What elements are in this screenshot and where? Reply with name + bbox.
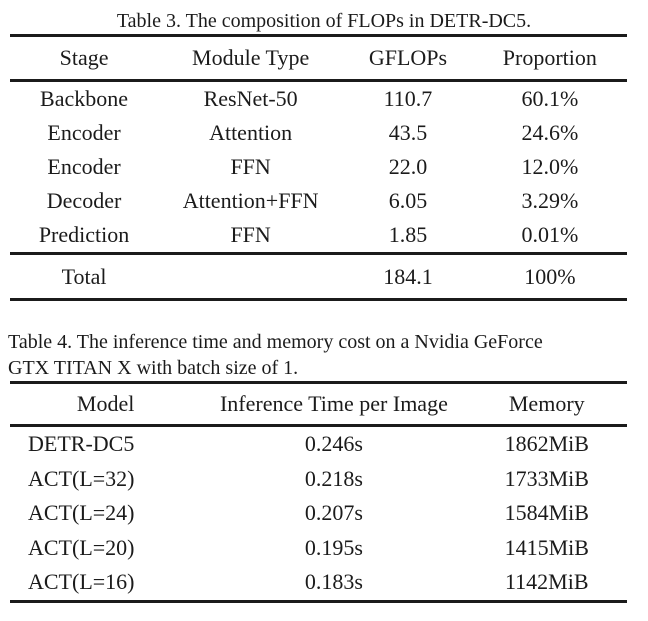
table4-bottom-rule bbox=[10, 599, 627, 603]
table-cell: ACT(L=16) bbox=[28, 569, 135, 594]
table-cell: 0.246s bbox=[304, 431, 363, 456]
table-row: Encoder Attention 43.5 24.6% bbox=[10, 116, 627, 150]
table-row: ACT(L=16) 0.183s 1142MiB bbox=[10, 565, 627, 600]
table4-top-rule bbox=[10, 381, 627, 384]
table4-header-inference-time: Inference Time per Image bbox=[219, 391, 448, 416]
table-cell: FFN bbox=[230, 222, 271, 247]
table4: Model Inference Time per Image Memory DE… bbox=[10, 381, 627, 603]
table-cell: 1733MiB bbox=[504, 465, 589, 491]
table-row: DETR-DC5 0.246s 1862MiB bbox=[10, 427, 627, 462]
table3-top-rule bbox=[10, 34, 627, 37]
table-row: Decoder Attention+FFN 6.05 3.29% bbox=[10, 184, 627, 218]
table4-header-memory: Memory bbox=[508, 391, 585, 416]
table4-caption-line2: GTX TITAN X with batch size of 1. bbox=[8, 357, 299, 379]
table3-header-row: Stage Module Type GFLOPs Proportion bbox=[10, 37, 627, 79]
table-cell: 60.1% bbox=[521, 86, 579, 111]
table-row: Encoder FFN 22.0 12.0% bbox=[10, 150, 627, 184]
table-cell: Prediction bbox=[38, 222, 130, 247]
table-cell: 3.29% bbox=[521, 188, 579, 213]
table-cell: 12.0% bbox=[521, 154, 579, 179]
table-cell: 110.7 bbox=[383, 86, 433, 111]
table-cell: 0.218s bbox=[304, 465, 363, 491]
table3-total-rule bbox=[10, 252, 627, 255]
table-cell: 100% bbox=[524, 264, 576, 289]
table-row: ACT(L=20) 0.195s 1415MiB bbox=[10, 531, 627, 566]
table-cell: 1415MiB bbox=[504, 534, 589, 560]
table-cell: ACT(L=24) bbox=[28, 500, 135, 525]
table-cell: DETR-DC5 bbox=[28, 431, 135, 456]
table-cell: 0.183s bbox=[304, 569, 363, 594]
table3: Stage Module Type GFLOPs Proportion Back… bbox=[10, 34, 627, 301]
table3-header-proportion: Proportion bbox=[502, 45, 597, 70]
table-cell: 0.207s bbox=[304, 500, 363, 525]
table3-caption: Table 3. The composition of FLOPs in DET… bbox=[116, 10, 532, 32]
table3-header-module-type: Module Type bbox=[192, 45, 310, 70]
table-cell: Backbone bbox=[40, 86, 129, 111]
table-cell: Encoder bbox=[47, 154, 121, 179]
table-cell: ACT(L=20) bbox=[28, 534, 135, 560]
table-cell bbox=[158, 255, 343, 298]
table-row: ACT(L=32) 0.218s 1733MiB bbox=[10, 462, 627, 497]
table4-header-row: Model Inference Time per Image Memory bbox=[10, 384, 627, 424]
table3-header-gflops: GFLOPs bbox=[368, 45, 448, 70]
table-row: Prediction FFN 1.85 0.01% bbox=[10, 218, 627, 252]
table-cell: Total bbox=[61, 264, 107, 289]
table-row: ACT(L=24) 0.207s 1584MiB bbox=[10, 496, 627, 531]
table-cell: ResNet-50 bbox=[203, 86, 298, 111]
table3-bottom-rule bbox=[10, 298, 627, 301]
table3-header-stage: Stage bbox=[59, 45, 109, 70]
table-cell: 43.5 bbox=[388, 120, 428, 145]
table3-header-rule bbox=[10, 79, 627, 82]
table-cell: 1.85 bbox=[388, 222, 428, 247]
table-cell: 184.1 bbox=[383, 264, 433, 289]
table-cell: Encoder bbox=[47, 120, 121, 145]
table-cell: Attention+FFN bbox=[182, 188, 319, 213]
table-cell: Decoder bbox=[46, 188, 122, 213]
table-cell: 24.6% bbox=[521, 120, 579, 145]
table-cell: ACT(L=32) bbox=[28, 465, 135, 491]
table-row: Backbone ResNet-50 110.7 60.1% bbox=[10, 82, 627, 116]
table-cell: FFN bbox=[230, 154, 271, 179]
table-cell: 1584MiB bbox=[504, 500, 589, 525]
table-cell: 1142MiB bbox=[505, 569, 589, 594]
table4-caption-line1: Table 4. The inference time and memory c… bbox=[8, 331, 543, 353]
table4-caption: Table 4. The inference time and memory c… bbox=[0, 329, 648, 381]
table-cell: 0.195s bbox=[304, 534, 363, 560]
table3-total-row: Total 184.1 100% bbox=[10, 255, 627, 298]
table-cell: Attention bbox=[209, 120, 293, 145]
table4-header-rule bbox=[10, 424, 627, 427]
table-cell: 0.01% bbox=[521, 222, 579, 247]
table-cell: 22.0 bbox=[388, 154, 428, 179]
table4-header-model: Model bbox=[76, 391, 135, 416]
table-cell: 6.05 bbox=[388, 188, 428, 213]
table-cell: 1862MiB bbox=[504, 431, 589, 456]
